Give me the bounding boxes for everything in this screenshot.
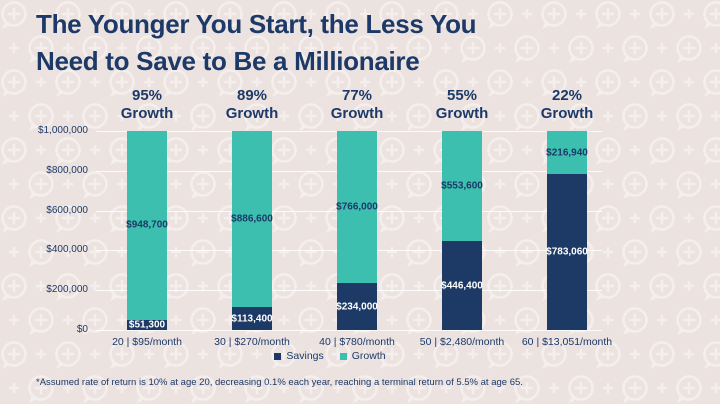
growth-value-label: $216,940 <box>546 147 588 159</box>
growth-value-label: $948,700 <box>126 219 168 231</box>
x-axis-label: 30 | $270/month <box>214 336 290 348</box>
y-axis-tick-label: $1,000,000 <box>37 125 88 136</box>
footnote: *Assumed rate of return is 10% at age 20… <box>36 377 523 388</box>
growth-percent-header: 22% Growth <box>521 87 613 123</box>
growth-percent-value: 55% <box>446 87 478 104</box>
growth-bar-segment: $948,700 <box>126 131 168 320</box>
savings-value-label: $113,400 <box>231 313 273 325</box>
growth-percent-word: Growth <box>120 105 174 122</box>
y-axis-tick-label: $600,000 <box>46 204 88 216</box>
bar-column: $948,700 $51,300 <box>126 131 168 330</box>
chart-title: The Younger You Start, the Less You Need… <box>36 6 477 80</box>
chart-legend: Savings Growth <box>230 350 430 362</box>
growth-percent-value: 89% <box>236 87 268 104</box>
growth-percent-word: Growth <box>435 105 489 122</box>
savings-bar-segment: $51,300 <box>127 319 167 330</box>
bar-column: $766,000 $234,000 <box>336 131 378 330</box>
growth-bar-segment: $886,600 <box>231 131 273 308</box>
legend-swatch <box>339 352 347 360</box>
legend-item-growth: Growth <box>339 350 386 362</box>
bar-column: $553,600 $446,400 <box>441 131 483 330</box>
growth-percent-word: Growth <box>540 105 594 122</box>
savings-bar-segment: $783,060 <box>546 174 588 330</box>
x-axis-label: 60 | $13,051/month <box>521 336 613 348</box>
growth-percent-header: 55% Growth <box>416 87 508 123</box>
growth-value-label: $886,600 <box>231 213 273 225</box>
legend-item-savings: Savings <box>274 350 324 362</box>
growth-percent-header: 77% Growth <box>311 87 403 123</box>
savings-value-label: $783,060 <box>546 246 588 258</box>
savings-bar-segment: $234,000 <box>336 283 378 330</box>
growth-bar-segment: $766,000 <box>336 131 378 284</box>
growth-percent-header: 89% Growth <box>206 87 298 123</box>
y-axis-tick-label: $400,000 <box>46 244 88 256</box>
growth-bar-segment: $216,940 <box>546 131 588 175</box>
chart-title-line2: Need to Save to Be a Millionaire <box>36 46 420 76</box>
x-axis-label: 40 | $780/month <box>319 336 395 348</box>
growth-percent-word: Growth <box>330 105 384 122</box>
legend-swatch <box>274 352 282 360</box>
bar-column: $216,940 $783,060 <box>546 131 588 330</box>
x-axis-label: 20 | $95/month <box>112 336 182 348</box>
growth-value-label: $553,600 <box>441 180 483 192</box>
y-axis-tick-label: $200,000 <box>46 284 88 296</box>
growth-percent-value: 95% <box>131 87 163 104</box>
savings-bar-segment: $113,400 <box>231 307 273 330</box>
growth-percent-word: Growth <box>225 105 279 122</box>
legend-label: Savings <box>286 350 324 362</box>
gridline <box>96 330 602 331</box>
legend-label: Growth <box>351 350 386 362</box>
growth-percent-value: 77% <box>341 87 373 104</box>
chart-title-line1: The Younger You Start, the Less You <box>36 9 477 39</box>
growth-percent-value: 22% <box>551 87 583 104</box>
savings-bar-segment: $446,400 <box>441 241 483 330</box>
y-axis-tick-label: $800,000 <box>46 164 88 176</box>
bar-column: $886,600 $113,400 <box>231 131 273 330</box>
growth-value-label: $766,000 <box>336 201 378 213</box>
savings-value-label: $234,000 <box>336 301 378 313</box>
x-axis-label: 50 | $2,480/month <box>419 336 505 348</box>
y-axis-tick-label: $0 <box>76 324 88 335</box>
savings-value-label: $446,400 <box>441 280 483 292</box>
growth-bar-segment: $553,600 <box>441 131 483 242</box>
savings-value-label: $51,300 <box>128 319 166 331</box>
growth-percent-header: 95% Growth <box>101 87 193 123</box>
